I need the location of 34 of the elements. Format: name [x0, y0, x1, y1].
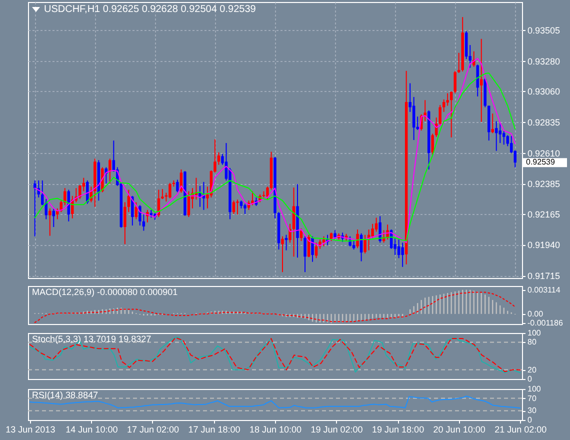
chart-title: USDCHF,H1 0.92625 0.92628 0.92504 0.92539 [44, 4, 256, 15]
chart-title: MACD(12,26,9) -0.000080 0.000901 [32, 287, 178, 297]
chart-title: Stoch(5,3,3) 13.7019 19.8327 [32, 334, 152, 344]
y-tick-label: 0.91715 [528, 271, 560, 282]
y-tick-label: 0.91940 [528, 240, 560, 250]
y-tick-label: 20 [528, 365, 537, 374]
x-tick-label: 18 Jun 10:00 [249, 424, 302, 434]
y-tick-label: -0.001186 [528, 318, 564, 328]
x-tick-label: 17 Jun 02:00 [126, 424, 179, 434]
x-tick-label: 21 Jun 02:00 [494, 424, 547, 434]
y-tick-label: 0.92385 [528, 179, 560, 190]
y-tick-label: 0.92610 [528, 148, 560, 158]
y-tick-label: 0.92165 [528, 209, 560, 220]
y-tick-label: 0.93060 [528, 86, 560, 97]
x-tick-label: 19 Jun 02:00 [310, 424, 363, 434]
text: 0.92539 [526, 158, 556, 167]
y-tick-label: 100 [528, 384, 542, 394]
y-tick-label: 100 [528, 328, 542, 338]
y-tick-label: 80 [528, 338, 537, 347]
x-tick-label: 19 Jun 18:00 [372, 424, 424, 434]
y-tick-label: 30 [528, 406, 537, 416]
x-tick-label: 20 Jun 10:00 [433, 424, 486, 434]
y-tick-label: 0.00 [528, 309, 544, 318]
y-tick-label: 0.93280 [528, 56, 560, 67]
y-tick-label: 70 [528, 394, 537, 403]
y-tick-label: 0.003114 [528, 285, 561, 294]
x-tick-label: 17 Jun 18:00 [188, 424, 240, 434]
x-tick-label: 14 Jun 10:00 [66, 424, 118, 434]
y-tick-label: 0 [528, 374, 532, 384]
y-tick-label: 0.93505 [528, 26, 560, 36]
y-tick-label: 0 [528, 416, 532, 424]
chart-title: RSI(14) 38.8847 [32, 390, 98, 400]
x-tick-label: 13 Jun 2013 [6, 424, 56, 434]
y-tick-label: 0.92835 [528, 118, 560, 128]
